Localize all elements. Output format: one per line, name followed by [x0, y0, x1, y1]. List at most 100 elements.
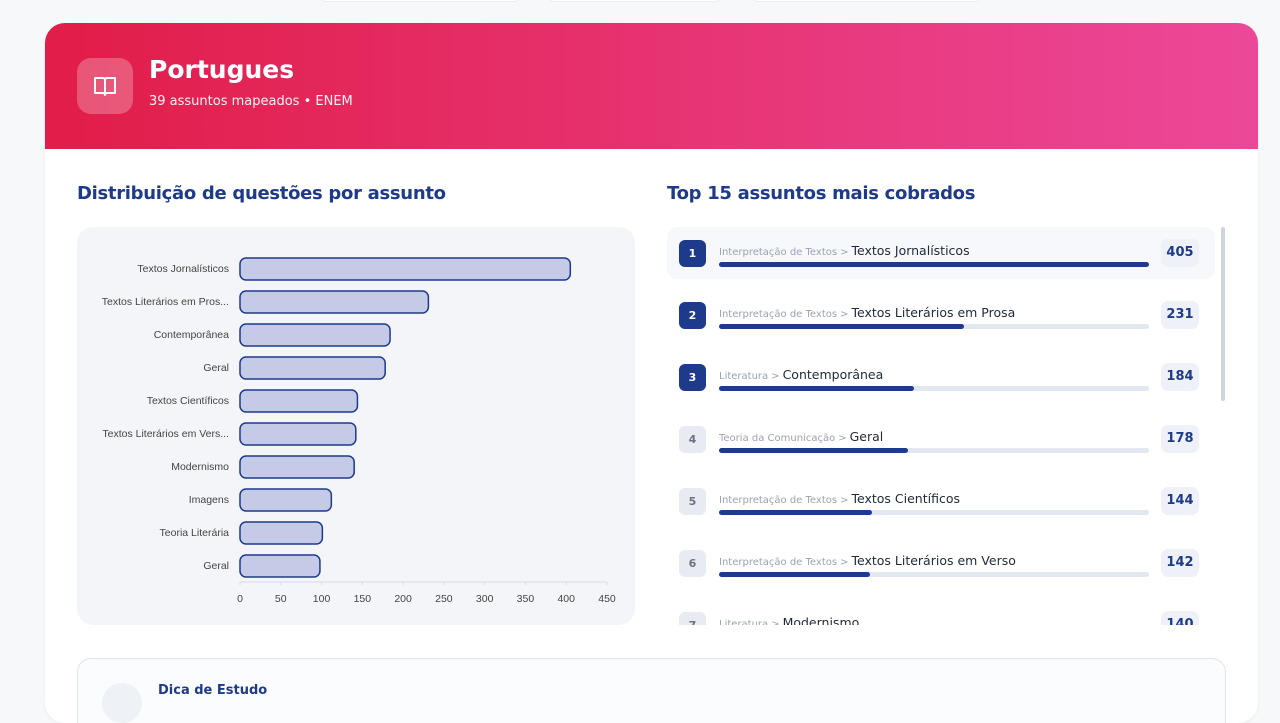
topic-name: Contemporânea	[782, 367, 884, 382]
count: 178	[1161, 425, 1199, 453]
subject-subtitle: 39 assuntos mapeados • ENEM	[149, 94, 353, 109]
x-tick-label: 100	[313, 593, 331, 605]
progress-bar	[719, 510, 872, 515]
topic-name: Textos Literários em Prosa	[851, 305, 1016, 320]
x-tick-label: 250	[435, 593, 453, 605]
list-item[interactable]: 3 Literatura > Contemporânea 184	[667, 351, 1215, 403]
y-tick-label: Modernismo	[171, 461, 229, 473]
list-item[interactable]: 4 Teoria da Comunicação > Geral 178	[667, 413, 1215, 465]
x-tick-label: 50	[275, 593, 287, 605]
progress-track	[719, 572, 1149, 577]
rank-badge: 2	[679, 302, 706, 329]
bar	[239, 356, 386, 380]
y-tick-label: Textos Científicos	[147, 395, 229, 407]
progress-track	[719, 448, 1149, 453]
progress-track	[719, 324, 1149, 329]
rank-badge: 6	[679, 550, 706, 577]
topic-name: Textos Literários em Verso	[851, 553, 1016, 568]
separator: >	[838, 433, 847, 444]
progress-bar	[719, 448, 908, 453]
tab[interactable]	[320, 0, 520, 2]
y-tick-label: Textos Jornalísticos	[137, 263, 229, 275]
page: Portugues 39 assuntos mapeados • ENEM Di…	[45, 0, 1258, 723]
chart-panel: 0 50 100 150 200 250 300 350 400 450 Textos Jornal…	[77, 227, 635, 625]
rank-badge: 5	[679, 488, 706, 515]
count: 142	[1161, 549, 1199, 577]
rank-badge: 7	[679, 612, 706, 625]
bar	[239, 389, 359, 413]
y-tick-label: Geral	[203, 362, 229, 374]
list-item[interactable]: 6 Interpretação de Textos > Textos Literári…	[667, 537, 1215, 589]
progress-track	[719, 510, 1149, 515]
rank-badge: 3	[679, 364, 706, 391]
x-tick-label: 450	[598, 593, 616, 605]
tab[interactable]	[548, 0, 722, 2]
x-tick-label: 0	[237, 593, 243, 605]
tip-card: Dica de Estudo	[77, 658, 1226, 723]
x-tick-label: 300	[476, 593, 494, 605]
book-icon	[77, 58, 133, 114]
x-tick-label: 400	[557, 593, 575, 605]
chart-title: Distribuição de questões por assunto	[77, 183, 446, 204]
y-tick-label: Imagens	[189, 494, 229, 506]
count: 140	[1161, 611, 1199, 625]
breadcrumb: Interpretação de Textos > Textos Científic…	[719, 488, 960, 507]
x-tick-label: 350	[517, 593, 535, 605]
breadcrumb: Literatura > Contemporânea	[719, 364, 883, 383]
bar	[239, 290, 430, 314]
parent-topic: Literatura	[719, 371, 769, 382]
list-item[interactable]: 1 Interpretação de Textos > Textos Jornalís…	[667, 227, 1215, 279]
top-list: 1 Interpretação de Textos > Textos Jornalís…	[667, 227, 1227, 625]
list-item[interactable]: 2 Interpretação de Textos > Textos Literári…	[667, 289, 1215, 341]
list-title: Top 15 assuntos mais cobrados	[667, 183, 976, 204]
progress-track	[719, 262, 1149, 267]
bar	[239, 455, 355, 479]
x-tick-label: 150	[354, 593, 372, 605]
parent-topic: Literatura	[719, 619, 769, 625]
separator: >	[840, 557, 849, 568]
bar	[239, 554, 321, 578]
icon-svg	[94, 77, 116, 96]
tip-icon	[102, 683, 142, 723]
topic-name: Textos Jornalísticos	[851, 243, 970, 258]
count: 405	[1161, 239, 1199, 267]
y-tick-label: Textos Literários em Vers...	[102, 428, 229, 440]
parent-topic: Interpretação de Textos	[719, 247, 838, 258]
tab[interactable]	[752, 0, 982, 2]
subject-card: Portugues 39 assuntos mapeados • ENEM Di…	[45, 23, 1258, 723]
y-tick-label: Contemporânea	[154, 329, 229, 341]
list-item[interactable]: 5 Interpretação de Textos > Textos Científi…	[667, 475, 1215, 527]
topic-name: Modernismo	[782, 615, 860, 625]
progress-bar	[719, 386, 915, 391]
progress-bar	[719, 324, 965, 329]
breadcrumb: Literatura > Modernismo	[719, 612, 859, 625]
parent-topic: Interpretação de Textos	[719, 309, 838, 320]
breadcrumb: Interpretação de Textos > Textos Jornalíst…	[719, 240, 970, 259]
breadcrumb: Interpretação de Textos > Textos Literário…	[719, 550, 1016, 569]
bar	[239, 422, 357, 446]
card-header: Portugues 39 assuntos mapeados • ENEM	[45, 23, 1258, 149]
separator: >	[771, 371, 780, 382]
count: 184	[1161, 363, 1199, 391]
breadcrumb: Interpretação de Textos > Textos Literário…	[719, 302, 1015, 321]
tip-title: Dica de Estudo	[158, 683, 268, 698]
separator: >	[840, 247, 849, 258]
progress-track	[719, 386, 1149, 391]
topic-name: Textos Científicos	[851, 491, 960, 506]
chart: 0 50 100 150 200 250 300 350 400 450 Textos Jornal…	[102, 257, 616, 605]
y-tick-label: Textos Literários em Pros...	[102, 296, 229, 308]
parent-topic: Teoria da Comunicação	[719, 433, 836, 444]
progress-bar	[719, 262, 1149, 267]
list-item[interactable]: 7 Literatura>Modernismo 140	[667, 599, 1215, 625]
y-tick-label: Geral	[203, 560, 229, 572]
bar	[239, 488, 333, 512]
scrollbar[interactable]	[1221, 227, 1225, 401]
x-tick-label: 200	[394, 593, 412, 605]
breadcrumb: Teoria da Comunicação > Geral	[719, 426, 883, 445]
progress-bar	[719, 572, 870, 577]
count: 231	[1161, 301, 1199, 329]
subject-title: Portugues	[149, 55, 295, 84]
bar	[239, 521, 324, 545]
separator: >	[840, 495, 849, 506]
rank-badge: 4	[679, 426, 706, 453]
